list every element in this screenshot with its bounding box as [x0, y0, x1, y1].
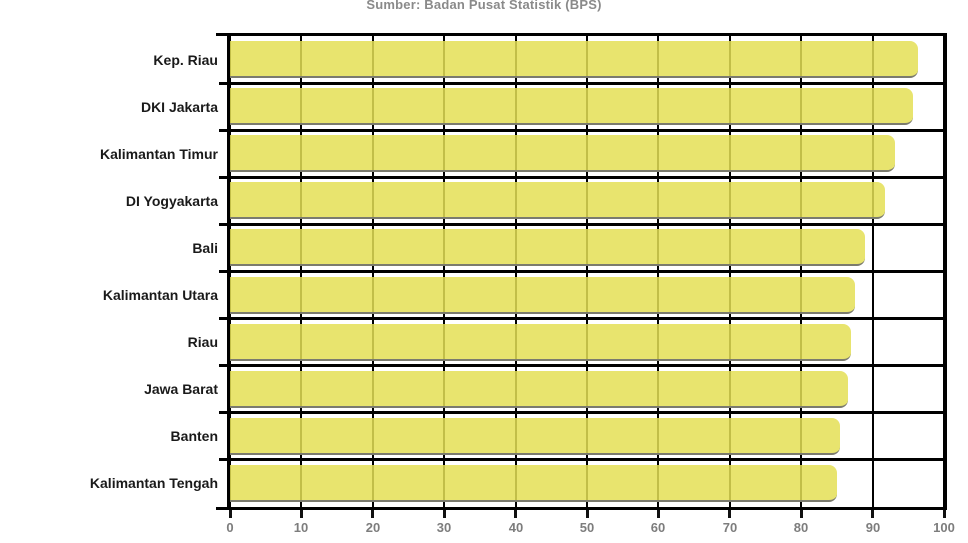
x-axis-tick-70: [728, 510, 731, 518]
y-axis-label-dki-jakarta: DKI Jakarta: [140, 99, 218, 115]
x-axis-tick-label-60: 60: [650, 520, 666, 535]
bar-kalimantan-utara: [230, 277, 855, 314]
x-axis-tick-40: [514, 510, 517, 518]
row-separator: [219, 411, 944, 414]
y-axis-label-riau: Riau: [187, 334, 218, 350]
row-separator: [219, 223, 944, 226]
x-axis-tick-80: [800, 510, 803, 518]
x-axis-tick-label-20: 20: [365, 520, 381, 535]
x-axis-tick-label-80: 80: [793, 520, 809, 535]
bar-kalimantan-tengah: [230, 465, 837, 502]
bar-dki-jakarta: [230, 88, 913, 125]
x-axis-tick-90: [871, 510, 874, 518]
x-axis-tick-0: [229, 510, 232, 518]
x-axis-tick-label-90: 90: [865, 520, 881, 535]
row-separator: [219, 317, 944, 320]
row-separator: [219, 129, 944, 132]
gridline-x-100: [943, 36, 945, 507]
x-axis-tick-20: [371, 510, 374, 518]
bar-di-yogyakarta: [230, 182, 885, 219]
x-axis-tick-30: [443, 510, 446, 518]
row-separator: [219, 364, 944, 367]
bar-kalimantan-timur: [230, 135, 895, 172]
x-axis-tick-label-30: 30: [436, 520, 452, 535]
x-axis-tick-label-0: 0: [226, 520, 234, 535]
y-axis-label-jawa-barat: Jawa Barat: [144, 381, 218, 397]
bar-riau: [230, 324, 851, 361]
bar-banten: [230, 418, 840, 455]
x-axis-tick-50: [586, 510, 589, 518]
y-axis-label-kep-riau: Kep. Riau: [153, 52, 218, 68]
x-axis-tick-label-100: 100: [933, 520, 955, 535]
chart-source-caption: Sumber: Badan Pusat Statistik (BPS): [366, 0, 602, 12]
x-axis-tick-label-40: 40: [508, 520, 524, 535]
x-axis-tick-label-10: 10: [293, 520, 309, 535]
x-axis-tick-label-70: 70: [722, 520, 738, 535]
x-axis-tick-60: [657, 510, 660, 518]
x-axis-tick-label-50: 50: [579, 520, 595, 535]
y-axis-label-kalimantan-tengah: Kalimantan Tengah: [89, 475, 218, 491]
bar-kep-riau: [230, 41, 918, 78]
row-separator: [219, 176, 944, 179]
y-axis-tick: [216, 507, 227, 510]
y-axis-label-di-yogyakarta: DI Yogyakarta: [125, 193, 218, 209]
bar-jawa-barat: [230, 371, 848, 408]
x-axis-tick-100: [943, 510, 946, 518]
row-separator: [219, 270, 944, 273]
y-axis-label-kalimantan-timur: Kalimantan Timur: [100, 146, 218, 162]
row-separator: [219, 458, 944, 461]
y-axis-label-banten: Banten: [170, 428, 218, 444]
row-separator: [219, 82, 944, 85]
x-axis-tick-10: [300, 510, 303, 518]
bar-bali: [230, 229, 865, 266]
y-axis-label-kalimantan-utara: Kalimantan Utara: [102, 287, 218, 303]
y-axis-label-bali: Bali: [192, 240, 218, 256]
y-axis-tick: [216, 33, 227, 36]
